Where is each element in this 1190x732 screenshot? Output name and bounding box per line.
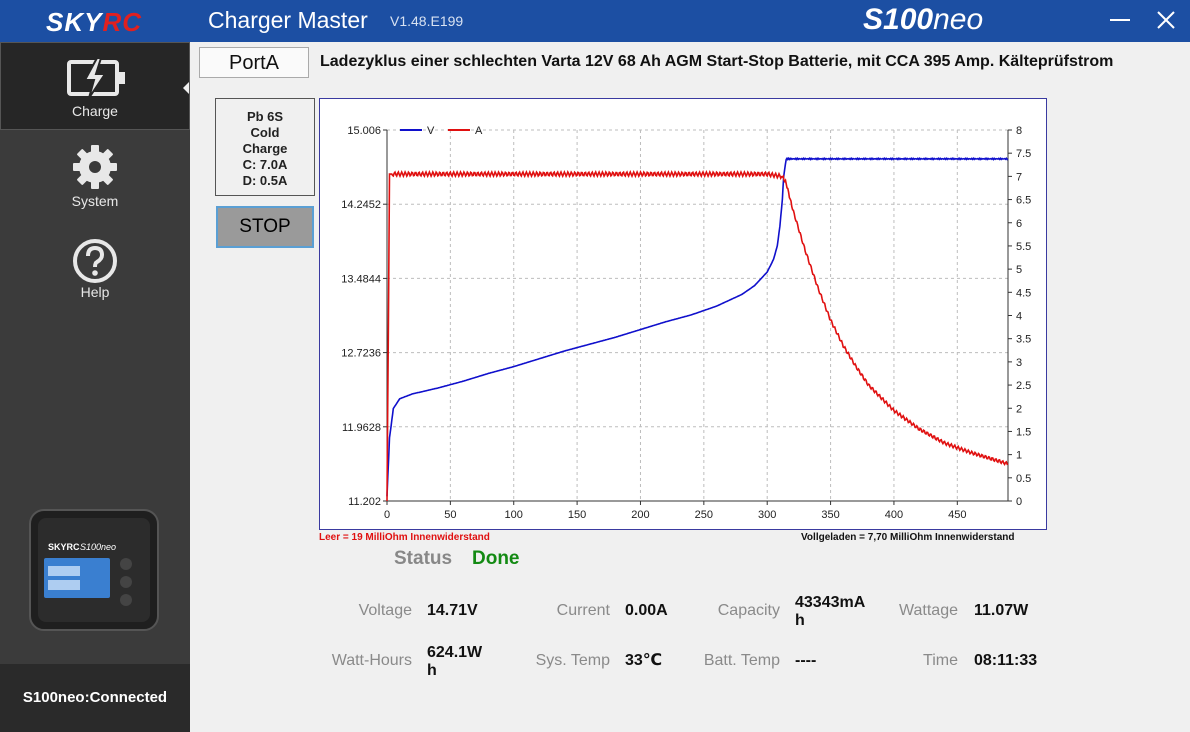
- y-right-tick-label: 8: [1016, 125, 1022, 137]
- y-right-tick-label: 4.5: [1016, 287, 1031, 299]
- x-tick-label: 100: [505, 509, 523, 521]
- sidebar-item-label: System: [71, 193, 119, 209]
- stop-button[interactable]: STOP: [216, 206, 314, 248]
- y-right-tick-label: 7.5: [1016, 148, 1031, 160]
- system-temp-value: 33℃: [625, 652, 663, 669]
- y-right-tick-label: 2: [1016, 403, 1022, 415]
- y-left-tick-label: 15.006: [347, 125, 381, 137]
- y-right-tick-label: 5.5: [1016, 241, 1031, 253]
- watthours-value: 624.1W h: [427, 644, 483, 679]
- battery-temp-label: Batt. Temp: [703, 652, 780, 669]
- x-tick-label: 0: [384, 509, 390, 521]
- program-mode-1: Cold: [250, 125, 280, 140]
- sidebar-item-label: Help: [80, 284, 110, 300]
- y-right-tick-label: 0.5: [1016, 473, 1031, 485]
- voltage-value: 14.71V: [427, 602, 478, 619]
- y-left-tick-label: 14.2452: [341, 199, 381, 211]
- status-value: Done: [472, 548, 520, 569]
- x-tick-label: 350: [821, 509, 839, 521]
- y-right-tick-label: 6: [1016, 218, 1022, 230]
- sidebar: Charge System Help SKYRC S100neo: [0, 42, 190, 732]
- time-label: Time: [923, 652, 958, 669]
- charge-icon: [67, 57, 125, 99]
- minimize-button[interactable]: [1104, 4, 1136, 36]
- app-title: Charger Master: [208, 7, 368, 33]
- skyrc-logo: SKYRC: [46, 7, 143, 37]
- battery-type: Pb 6S: [246, 109, 284, 124]
- current-label: Current: [556, 602, 610, 619]
- y-left-tick-label: 13.4844: [341, 273, 381, 285]
- y-left-tick-label: 11.9628: [342, 422, 381, 434]
- series-line-a: [386, 169, 1009, 502]
- chart-svg: 0 50 100 150 200 250 300 350 400 45015.00614.2452…: [341, 125, 1031, 521]
- wattage-label: Wattage: [899, 602, 958, 619]
- capacity-value: 43343mA h: [795, 594, 866, 629]
- y-right-tick-label: 2.5: [1016, 380, 1031, 392]
- close-icon: [1157, 11, 1175, 29]
- legend-label-v: V: [427, 125, 435, 137]
- x-tick-label: 50: [444, 509, 456, 521]
- device-model-title: S100neo: [863, 3, 984, 36]
- y-right-tick-label: 1: [1016, 450, 1022, 462]
- tab-porta[interactable]: PortA: [199, 47, 309, 78]
- sidebar-item-system[interactable]: System: [0, 136, 190, 224]
- device-image: SKYRC S100neo: [29, 509, 159, 631]
- y-left-tick-label: 11.202: [348, 496, 381, 508]
- y-right-tick-label: 0: [1016, 496, 1022, 508]
- x-tick-label: 200: [631, 509, 649, 521]
- active-indicator: [183, 82, 189, 94]
- sidebar-item-help[interactable]: Help: [0, 228, 190, 316]
- title-bar: SKYRC Charger Master V1.48.E199 S100neo: [0, 0, 1190, 42]
- help-icon: [73, 239, 117, 283]
- y-right-tick-label: 3.5: [1016, 334, 1031, 346]
- watthours-label: Watt-Hours: [331, 652, 412, 669]
- y-right-tick-label: 7: [1016, 171, 1022, 183]
- charge-current: C: 7.0A: [242, 157, 288, 172]
- x-tick-label: 150: [568, 509, 586, 521]
- y-right-tick-label: 1.5: [1016, 426, 1031, 438]
- y-left-tick-label: 12.7236: [341, 348, 381, 360]
- y-right-tick-label: 4: [1016, 311, 1022, 323]
- battery-temp-value: ----: [795, 652, 817, 669]
- empty-resistance-note: Leer = 19 MilliOhm Innenwiderstand: [319, 532, 490, 543]
- charge-description: Ladezyklus einer schlechten Varta 12V 68…: [320, 53, 1114, 70]
- y-right-tick-label: 6.5: [1016, 195, 1031, 207]
- y-right-tick-label: 5: [1016, 264, 1022, 276]
- app-version: V1.48.E199: [390, 13, 464, 29]
- x-tick-label: 450: [948, 509, 966, 521]
- wattage-value: 11.07W: [974, 602, 1029, 619]
- sidebar-item-label: Charge: [72, 103, 118, 119]
- program-mode-2: Charge: [242, 141, 288, 156]
- gear-icon: [73, 145, 117, 189]
- status-label: Status: [394, 548, 453, 569]
- close-button[interactable]: [1150, 4, 1182, 36]
- device-model-label: S100neo: [80, 542, 116, 552]
- sidebar-item-charge[interactable]: Charge: [0, 42, 190, 130]
- connection-status: S100neo:Connected: [0, 664, 190, 732]
- device-brand: SKYRC: [48, 542, 80, 552]
- charge-chart: 0 50 100 150 200 250 300 350 400 450 15.006 14.2452…: [319, 98, 1047, 530]
- x-tick-label: 250: [695, 509, 713, 521]
- discharge-current: D: 0.5A: [242, 173, 288, 188]
- minimize-icon: [1110, 19, 1130, 21]
- x-tick-label: 400: [885, 509, 903, 521]
- battery-program-info: Pb 6S Cold Charge C: 7.0A D: 0.5A: [215, 98, 315, 196]
- voltage-label: Voltage: [358, 602, 412, 619]
- capacity-label: Capacity: [717, 602, 780, 619]
- full-resistance-note: Vollgeladen = 7,70 MilliOhm Innenwiderst…: [801, 532, 1015, 543]
- x-tick-label: 300: [758, 509, 776, 521]
- system-temp-label: Sys. Temp: [535, 652, 610, 669]
- y-right-tick-label: 3: [1016, 357, 1022, 369]
- series-line-v: [386, 156, 1009, 497]
- time-value: 08:11:33: [974, 652, 1038, 669]
- current-value: 0.00A: [625, 602, 668, 619]
- legend-label-a: A: [475, 125, 483, 137]
